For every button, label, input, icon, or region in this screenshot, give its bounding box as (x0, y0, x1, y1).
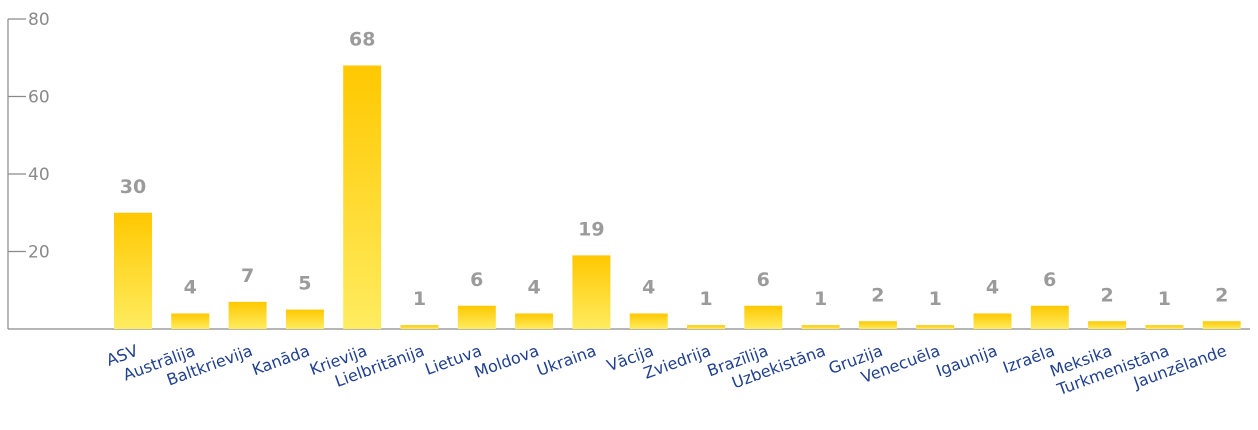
category-label: Igaunija (934, 341, 1000, 381)
value-label: 4 (527, 277, 540, 299)
category-label: Moldova (472, 341, 542, 382)
bar (1030, 305, 1069, 329)
bar (114, 212, 152, 329)
bar (457, 305, 496, 329)
y-tick-label: 20 (28, 243, 50, 263)
bar (171, 313, 210, 329)
value-label: 6 (1043, 269, 1056, 291)
bar (687, 325, 725, 329)
y-tick-label: 80 (28, 10, 50, 30)
category-label: Izraēla (1000, 341, 1057, 377)
bar (973, 313, 1012, 329)
bar (801, 325, 840, 329)
bar (343, 65, 382, 329)
value-label: 19 (578, 218, 604, 240)
bar (629, 313, 668, 329)
value-label: 5 (298, 273, 311, 295)
bar (744, 305, 783, 329)
value-label: 30 (120, 176, 146, 198)
value-label: 4 (986, 277, 999, 299)
value-label: 2 (1215, 284, 1228, 306)
value-label: 4 (642, 277, 655, 299)
value-label: 7 (241, 265, 254, 287)
value-label: 6 (757, 269, 770, 291)
value-label: 1 (814, 288, 827, 310)
category-label: Ukraina (534, 341, 599, 380)
bar (1145, 325, 1184, 329)
value-label: 4 (184, 277, 197, 299)
value-label: 2 (871, 284, 884, 306)
bars (114, 65, 1241, 329)
bar (1202, 321, 1241, 329)
value-label: 1 (1158, 288, 1171, 310)
bar (572, 255, 611, 329)
bar (400, 325, 439, 329)
value-label: 68 (349, 29, 375, 51)
value-label: 1 (929, 288, 942, 310)
bar (858, 321, 897, 329)
labels: 30ASV4Austrālija7Baltkrievija5Kanāda68Kr… (104, 29, 1229, 400)
bar (285, 309, 324, 329)
bar (515, 313, 554, 329)
category-label: Kanāda (249, 341, 312, 379)
value-label: 6 (470, 269, 483, 291)
bar (1088, 321, 1127, 329)
value-label: 2 (1100, 284, 1113, 306)
y-tick-label: 40 (28, 165, 50, 185)
value-label: 1 (413, 288, 426, 310)
y-tick-label: 60 (28, 88, 50, 108)
bar (228, 301, 267, 329)
value-label: 1 (699, 288, 712, 310)
bar (916, 325, 955, 329)
